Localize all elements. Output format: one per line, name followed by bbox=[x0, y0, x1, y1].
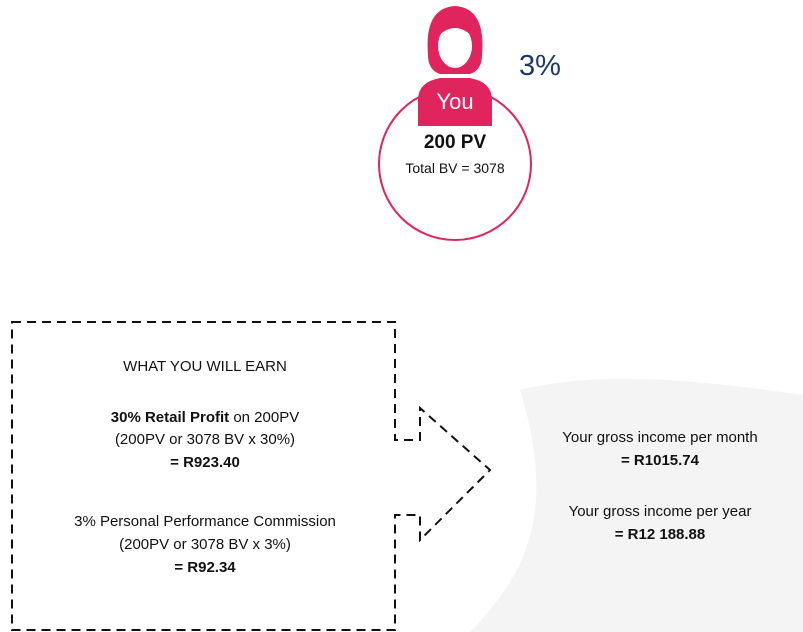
pv: 200 PV bbox=[423, 132, 487, 153]
month-label: Your gross income per month bbox=[562, 429, 758, 446]
person-fringe bbox=[438, 20, 472, 36]
commission-title: 3% Personal Performance Commission bbox=[74, 513, 336, 530]
total-bv: Total BV = 3078 bbox=[405, 160, 505, 176]
rate: 3% bbox=[519, 50, 561, 82]
year-label: Your gross income per year bbox=[568, 503, 752, 520]
year-value: = R12 188.88 bbox=[614, 526, 706, 543]
retail-title: 30% Retail Profit on 200PV bbox=[60, 409, 350, 426]
month-value: = R1015.74 bbox=[621, 452, 699, 469]
you-label: You bbox=[436, 89, 474, 114]
retail-formula: (200PV or 3078 BV x 30%) bbox=[114, 431, 296, 448]
background-swirl bbox=[470, 378, 803, 632]
commission-formula: (200PV or 3078 BV x 3%) bbox=[119, 536, 291, 553]
retail-suffix: on 200PV bbox=[229, 409, 300, 426]
person-body bbox=[418, 78, 492, 126]
person-face bbox=[438, 24, 472, 68]
retail-result: = R923.40 bbox=[170, 454, 240, 471]
dashed-arrow bbox=[11, 321, 492, 631]
heading: WHAT YOU WILL EARN bbox=[123, 358, 287, 375]
commission-result: = R92.34 bbox=[174, 559, 236, 576]
retail-bold: 30% Retail Profit bbox=[110, 409, 230, 426]
